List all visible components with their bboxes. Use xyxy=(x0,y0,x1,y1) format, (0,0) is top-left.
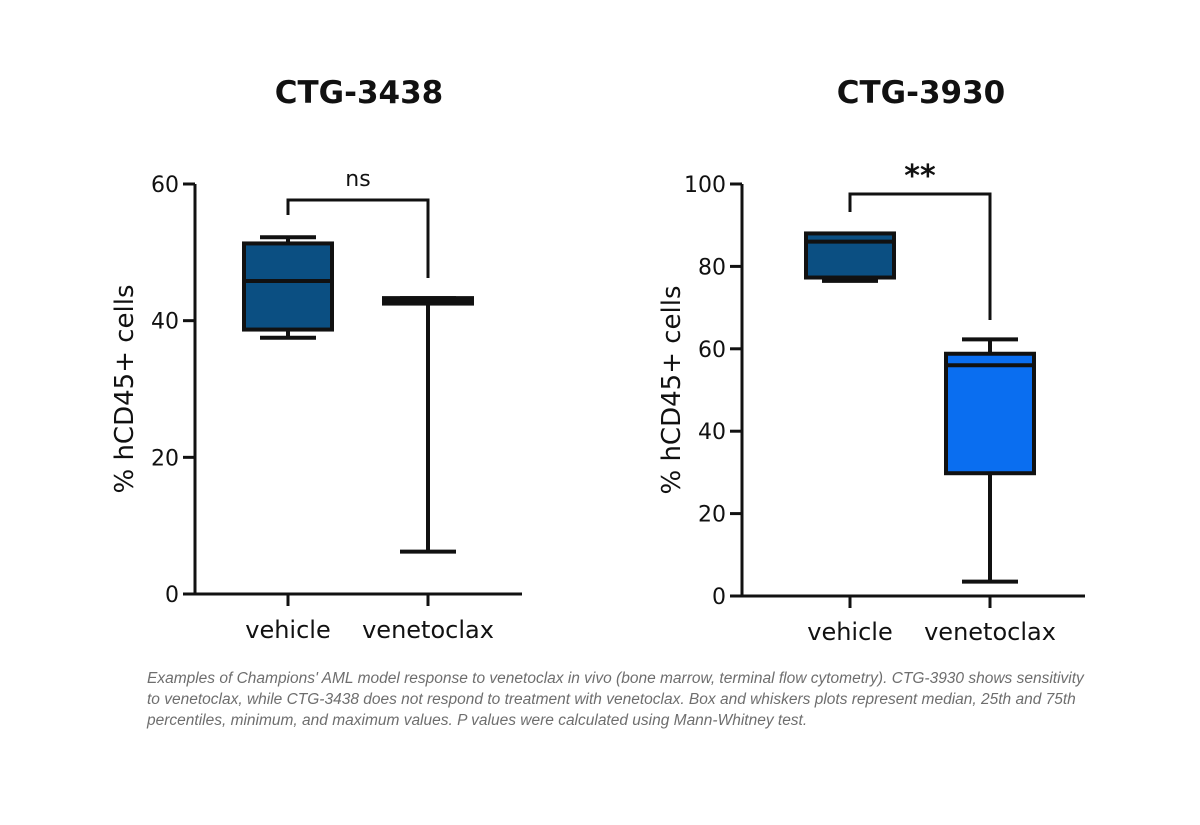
box-vehicle xyxy=(242,235,334,340)
y-axis-label: % hCD45+ cells xyxy=(110,284,140,493)
y-tick-label: 20 xyxy=(698,503,726,528)
y-tick-label: 20 xyxy=(151,446,179,471)
chart-ctg-3438: CTG-3438 % hCD45+ cells 0 20 40 60 vehicle vene… xyxy=(110,75,522,644)
y-tick-label: 40 xyxy=(151,310,179,335)
chart-ctg-3930: CTG-3930 % hCD45+ cells 0 20 40 60 80 100 vehicl… xyxy=(657,75,1085,646)
chart-title: CTG-3930 xyxy=(837,75,1006,111)
x-tick-label: vehicle xyxy=(807,618,892,646)
y-tick-label: 60 xyxy=(698,338,726,363)
y-axis-label: % hCD45+ cells xyxy=(657,285,687,494)
box-venetoclax xyxy=(944,337,1036,584)
significance-bracket xyxy=(848,192,992,320)
significance-label: ** xyxy=(904,159,936,194)
figure-caption: Examples of Champions' AML model respons… xyxy=(147,670,1084,729)
significance-label: ns xyxy=(345,167,370,192)
box-iqr xyxy=(944,351,1036,476)
y-tick-label: 0 xyxy=(165,583,179,608)
y-tick-label: 40 xyxy=(698,420,726,445)
significance-bracket xyxy=(286,198,430,278)
y-tick-label: 100 xyxy=(684,173,726,198)
chart-title: CTG-3438 xyxy=(275,75,444,111)
x-tick-label: venetoclax xyxy=(924,618,1056,646)
x-tick-label: vehicle xyxy=(245,616,330,644)
box-venetoclax xyxy=(382,296,474,554)
box-vehicle xyxy=(804,231,896,283)
y-tick-label: 0 xyxy=(712,585,726,610)
y-tick-label: 80 xyxy=(698,255,726,280)
x-tick-label: venetoclax xyxy=(362,616,494,644)
y-tick-label: 60 xyxy=(151,173,179,198)
box-iqr xyxy=(242,241,334,332)
